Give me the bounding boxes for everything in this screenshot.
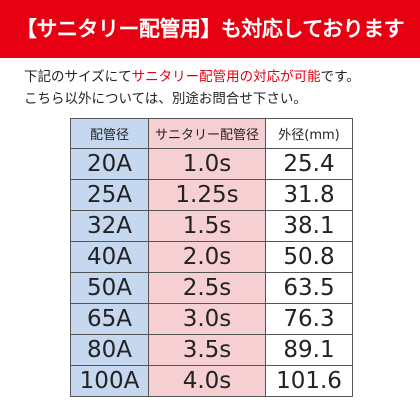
- table-cell: 25A: [70, 179, 149, 211]
- table-cell: 20A: [70, 148, 149, 180]
- table-cell: 40A: [70, 241, 149, 273]
- notice-highlight: サニタリー配管用の対応が可能: [131, 69, 321, 85]
- table-cell: 76.3: [265, 303, 353, 335]
- table-cell: 1.0s: [148, 148, 266, 180]
- table-row: 80A 3.5s 89.1: [70, 334, 353, 366]
- table-cell: 3.0s: [148, 303, 266, 335]
- table-cell: 89.1: [265, 334, 353, 366]
- table-cell: 4.0s: [148, 365, 266, 397]
- table-cell: 63.5: [265, 272, 353, 304]
- table-cell: 1.5s: [148, 210, 266, 242]
- table-cell: 101.6: [265, 365, 353, 397]
- table-cell: 3.5s: [148, 334, 266, 366]
- notice-line: こちら以外については、別途お問合せ下さい。: [24, 91, 307, 107]
- table-row: 50A 2.5s 63.5: [70, 272, 353, 304]
- table-cell: 外径(mm): [265, 118, 353, 149]
- table-cell: 31.8: [265, 179, 353, 211]
- table-cell: 65A: [70, 303, 149, 335]
- notice-text: 下記のサイズにて: [24, 69, 132, 85]
- notice-line: 下記のサイズにてサニタリー配管用の対応が可能です。: [24, 66, 360, 88]
- table-cell: 25.4: [265, 148, 353, 180]
- table-cell: サニタリー配管径: [148, 118, 266, 149]
- table-row: 65A 3.0s 76.3: [70, 303, 353, 335]
- notice: 下記のサイズにてサニタリー配管用の対応が可能です。 こちら以外については、別途お…: [24, 66, 360, 110]
- table-cell: 38.1: [265, 210, 353, 242]
- table-cell: 2.0s: [148, 241, 266, 273]
- table-row: 配管径 サニタリー配管径 外径(mm): [70, 118, 353, 149]
- table-row: 20A 1.0s 25.4: [70, 148, 353, 180]
- table-row: 40A 2.0s 50.8: [70, 241, 353, 273]
- table-cell: 配管径: [70, 118, 149, 149]
- notice-text: です。: [320, 69, 360, 85]
- table-cell: 1.25s: [148, 179, 266, 211]
- table-cell: 50A: [70, 272, 149, 304]
- table-cell: 32A: [70, 210, 149, 242]
- banner-title: 【サニタリー配管用】も対応しております: [0, 0, 420, 58]
- table-row: 32A 1.5s 38.1: [70, 210, 353, 242]
- table-row: 100A 4.0s 101.6: [70, 365, 353, 397]
- table-row: 25A 1.25s 31.8: [70, 179, 353, 211]
- table-cell: 50.8: [265, 241, 353, 273]
- table-cell: 2.5s: [148, 272, 266, 304]
- table-cell: 80A: [70, 334, 149, 366]
- table-cell: 100A: [70, 365, 149, 397]
- size-table: 配管径 サニタリー配管径 外径(mm) 20A 1.0s 25.4 25A 1.25s 31.8…: [70, 118, 353, 397]
